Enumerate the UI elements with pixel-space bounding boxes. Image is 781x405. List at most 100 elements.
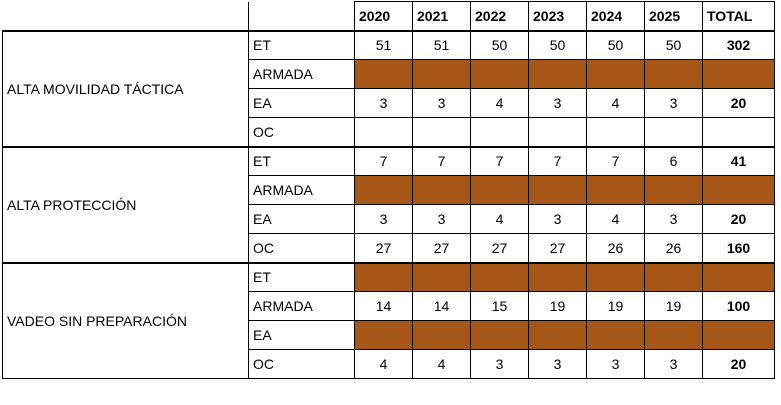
value-cell: 4: [412, 349, 471, 379]
value-cell: 7: [412, 145, 471, 176]
not-applicable-cell: [644, 261, 703, 292]
total-cell: 41: [702, 145, 775, 176]
not-applicable-cell: [586, 261, 645, 292]
value-cell: 3: [528, 204, 587, 234]
value-cell: [412, 117, 471, 147]
value-cell: 3: [644, 349, 703, 379]
total-cell: 20: [702, 204, 775, 234]
header-year-2023: 2023: [528, 1, 587, 31]
header-year-2024: 2024: [586, 1, 645, 31]
value-cell: 3: [354, 204, 413, 234]
total-cell: 100: [702, 291, 775, 321]
not-applicable-cell: [702, 320, 775, 350]
value-cell: 51: [354, 29, 413, 60]
value-cell: 7: [528, 145, 587, 176]
value-cell: 3: [470, 349, 529, 379]
value-cell: [644, 117, 703, 147]
value-cell: 51: [412, 29, 471, 60]
total-cell: [702, 117, 775, 147]
value-cell: 50: [470, 29, 529, 60]
table-row: ARMADA: [3, 59, 775, 89]
value-cell: 14: [412, 291, 471, 321]
value-cell: 14: [354, 291, 413, 321]
value-cell: 4: [586, 88, 645, 118]
header-row: 2020 2021 2022 2023 2024 2025 TOTAL: [2, 1, 775, 31]
value-cell: 3: [644, 204, 703, 234]
branch-label: ARMADA: [248, 175, 355, 205]
value-cell: 3: [354, 88, 413, 118]
value-cell: 4: [354, 349, 413, 379]
category-label: ALTA PROTECCIÓN: [2, 145, 249, 263]
not-applicable-cell: [586, 59, 645, 89]
value-cell: 19: [644, 291, 703, 321]
table-row: ARMADA: [3, 175, 775, 205]
value-cell: 27: [412, 233, 471, 263]
not-applicable-cell: [470, 59, 529, 89]
value-cell: 26: [644, 233, 703, 263]
value-cell: 4: [470, 204, 529, 234]
not-applicable-cell: [586, 320, 645, 350]
not-applicable-cell: [470, 175, 529, 205]
total-cell: 160: [702, 233, 775, 263]
value-cell: 3: [644, 88, 703, 118]
value-cell: 15: [470, 291, 529, 321]
branch-label: OC: [248, 233, 355, 263]
category-label: ALTA MOVILIDAD TÁCTICA: [2, 29, 249, 147]
value-cell: 7: [470, 145, 529, 176]
value-cell: 27: [528, 233, 587, 263]
branch-label: ET: [248, 261, 355, 292]
value-cell: [470, 117, 529, 147]
branch-label: ET: [248, 145, 355, 176]
table-row: EA: [3, 320, 775, 350]
value-cell: 3: [412, 204, 471, 234]
not-applicable-cell: [354, 320, 413, 350]
total-cell: 20: [702, 88, 775, 118]
not-applicable-cell: [412, 59, 471, 89]
value-cell: 27: [354, 233, 413, 263]
header-year-2020: 2020: [354, 1, 413, 31]
total-cell: 20: [702, 349, 775, 379]
not-applicable-cell: [644, 320, 703, 350]
value-cell: 6: [644, 145, 703, 176]
table-row: VADEO SIN PREPARACIÓN ET: [2, 261, 775, 379]
not-applicable-cell: [412, 320, 471, 350]
table-row: OC: [3, 117, 775, 147]
not-applicable-cell: [470, 320, 529, 350]
not-applicable-cell: [702, 175, 775, 205]
not-applicable-cell: [354, 261, 413, 292]
not-applicable-cell: [354, 175, 413, 205]
value-cell: 7: [586, 145, 645, 176]
value-cell: 26: [586, 233, 645, 263]
value-cell: 50: [528, 29, 587, 60]
not-applicable-cell: [528, 59, 587, 89]
value-cell: 27: [470, 233, 529, 263]
value-cell: 50: [586, 29, 645, 60]
header-year-2022: 2022: [470, 1, 529, 31]
value-cell: 19: [586, 291, 645, 321]
value-cell: 4: [586, 204, 645, 234]
not-applicable-cell: [528, 261, 587, 292]
value-cell: 50: [644, 29, 703, 60]
branch-label: OC: [248, 117, 355, 147]
table-row: EA 3 3 4 3 4 3 20: [3, 88, 775, 118]
header-total: TOTAL: [702, 1, 775, 31]
branch-label: ET: [248, 29, 355, 60]
value-cell: [586, 117, 645, 147]
vehicle-requirements-table: 2020 2021 2022 2023 2024 2025 TOTAL ALTA…: [2, 1, 775, 379]
not-applicable-cell: [528, 175, 587, 205]
value-cell: [354, 117, 413, 147]
value-cell: 4: [470, 88, 529, 118]
total-cell: 302: [702, 29, 775, 60]
not-applicable-cell: [470, 261, 529, 292]
value-cell: [528, 117, 587, 147]
branch-label: EA: [248, 320, 355, 350]
branch-label: ARMADA: [248, 291, 355, 321]
not-applicable-cell: [644, 175, 703, 205]
not-applicable-cell: [412, 175, 471, 205]
table-row: ALTA MOVILIDAD TÁCTICA ET 51 51 50 50 50 50 302: [2, 29, 775, 147]
value-cell: 7: [354, 145, 413, 176]
header-empty-branch: [248, 1, 355, 31]
table-row: EA 3 3 4 3 4 3 20: [3, 204, 775, 234]
not-applicable-cell: [702, 59, 775, 89]
not-applicable-cell: [528, 320, 587, 350]
